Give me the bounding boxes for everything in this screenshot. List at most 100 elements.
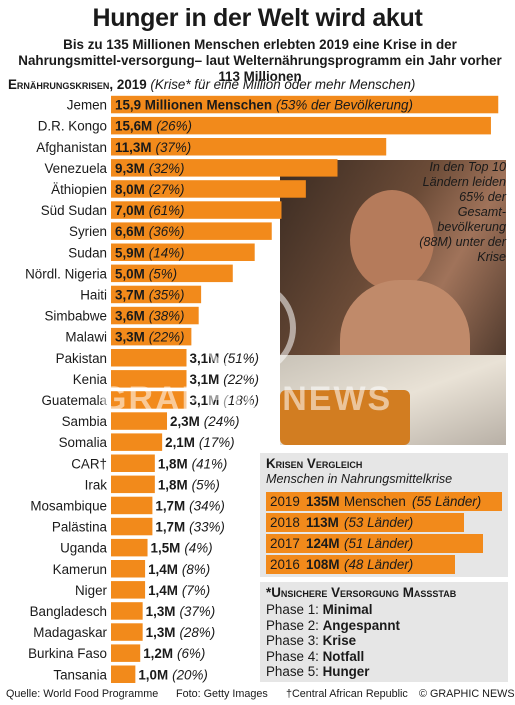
bar	[111, 222, 272, 240]
value-label: 1,5M (4%)	[151, 541, 213, 556]
bar	[111, 560, 146, 578]
category-label: Kamerun	[53, 562, 107, 577]
bar	[111, 412, 168, 430]
category-label: Sudan	[68, 245, 107, 260]
category-label: D.R. Kongo	[38, 119, 107, 134]
category-label: Äthiopien	[51, 182, 107, 197]
value-label: 1,8M (5%)	[158, 477, 220, 492]
bar	[111, 327, 192, 346]
scale-phase-row: Phase 5: Hunger	[266, 664, 369, 679]
bar	[111, 391, 187, 409]
bar-row: Venezuela 9,3M (32%)	[44, 159, 338, 177]
category-label: Madagaskar	[33, 625, 107, 640]
scale-phase-level: Notfall	[322, 648, 365, 664]
scale-phase-label: Phase 3:	[266, 633, 319, 648]
page-title: Hunger in der Welt wird akut	[92, 4, 423, 32]
photo-diaper	[280, 390, 410, 445]
crisis-comparison-panel: Krisen Vergleich Menschen in Nahrungsmit…	[260, 453, 508, 577]
bar	[111, 116, 491, 135]
bar-row: Malawi 3,3M (22%)	[65, 327, 192, 346]
scale-phase-level: Angespannt	[322, 617, 400, 633]
comparison-countries: (48 Länder)	[344, 557, 414, 572]
bar	[111, 433, 163, 451]
bar-row: Irak 1,8M (5%)	[85, 475, 220, 494]
comparison-unit: Menschen	[344, 494, 406, 509]
bar	[111, 623, 143, 641]
scale-phase-level: Minimal	[322, 602, 373, 617]
category-label: Burkina Faso	[28, 646, 107, 661]
category-label: Bangladesch	[30, 604, 107, 619]
watermark-logo-icon	[200, 280, 296, 376]
value-label: 1,7M (33%)	[155, 520, 225, 535]
bar-row: Nördl. Nigeria 5,0M (5%)	[25, 264, 233, 283]
category-label: Niger	[75, 583, 108, 598]
bar	[111, 138, 387, 156]
bar	[111, 602, 143, 620]
value-label: 3,6M (38%)	[115, 309, 185, 324]
comparison-year: 2019	[270, 494, 300, 509]
value-label: 1,2M (6%)	[143, 646, 205, 661]
section-heading-main: Ernährungskrisen, 2019	[8, 77, 147, 92]
comparison-row: 2019 135M Menschen (55 Länder)	[266, 492, 502, 511]
scale-phase-label: Phase 5:	[266, 664, 319, 679]
comparison-value: 108M	[306, 557, 340, 572]
comparison-subtitle: Menschen in Nahrungsmittelkrise	[266, 472, 453, 486]
comparison-value: 124M	[306, 536, 340, 551]
bar-row: Niger 1,4M (7%)	[75, 581, 210, 599]
scale-phase-label: Phase 2:	[266, 617, 319, 633]
bar-row: D.R. Kongo 15,6M (26%)	[38, 116, 491, 135]
category-label: Syrien	[69, 224, 107, 239]
bar-row: CAR† 1,8M (41%)	[71, 454, 227, 472]
bar	[111, 349, 187, 367]
value-label: 5,9M (14%)	[115, 245, 185, 260]
category-label: Tansania	[53, 667, 107, 682]
category-label: CAR†	[71, 456, 107, 471]
category-label: Guatemala	[41, 393, 107, 408]
category-label: Sambia	[62, 414, 108, 429]
bar-row: Burkina Faso 1,2M (6%)	[28, 644, 205, 662]
footer-source: Quelle: World Food Programme	[6, 688, 159, 700]
section-heading: Ernährungskrisen, 2019 (Krise* für eine …	[8, 77, 415, 92]
footer-photo-credit: Foto: Getty Images	[176, 688, 268, 700]
bar-row: Sudan 5,9M (14%)	[68, 243, 255, 261]
value-label: 3,3M (22%)	[115, 330, 185, 345]
comparison-title: Krisen Vergleich	[266, 456, 363, 471]
photo-caption: In den Top 10 Ländern leiden 65% der Ges…	[419, 160, 506, 264]
scale-phase-level: Hunger	[322, 664, 370, 679]
category-label: Kenia	[73, 372, 108, 387]
category-label: Nördl. Nigeria	[25, 266, 107, 281]
scale-title: *Unsichere Versorgung Massstab	[266, 585, 457, 600]
value-label: 11,3M (37%)	[115, 140, 191, 155]
bar-chart-svg: Jemen 15,9 Millionen Menschen (53% der Bev…	[25, 95, 499, 683]
value-label: 6,6M (36%)	[115, 224, 185, 239]
value-label: 1,3M (28%)	[146, 625, 216, 640]
photo-child-head	[350, 190, 434, 290]
category-label: Pakistan	[56, 351, 107, 366]
bar	[111, 370, 187, 388]
category-label: Mosambique	[30, 498, 107, 513]
watermark-text: GRAPHIC NEWS	[100, 380, 393, 418]
bar	[111, 454, 155, 472]
bar	[111, 644, 141, 662]
value-label: 1,4M (7%)	[148, 583, 210, 598]
bar-row: Palästina 1,7M (33%)	[52, 517, 225, 536]
bar-row: Sambia 2,3M (24%)	[62, 412, 240, 430]
bar-row: Haiti 3,7M (35%)	[80, 285, 202, 304]
bar-row: Somalia 2,1M (17%)	[59, 433, 235, 451]
category-label: Haiti	[80, 287, 107, 302]
comparison-year: 2017	[270, 536, 300, 551]
bar-row: Kamerun 1,4M (8%)	[53, 560, 210, 578]
comparison-row: 2016 108M (48 Länder)	[266, 555, 455, 574]
value-label: 1,4M (8%)	[148, 562, 210, 577]
category-label: Simbabwe	[44, 309, 107, 324]
bar	[111, 538, 148, 557]
scale-phase-row: Phase 2: Angespannt	[266, 618, 400, 633]
category-label: Jemen	[67, 98, 107, 113]
bar	[111, 201, 282, 219]
category-label: Venezuela	[44, 161, 107, 176]
category-label: Irak	[85, 477, 108, 492]
bar	[111, 285, 202, 304]
value-label: 1,0M (20%)	[138, 667, 208, 682]
comparison-countries: (51 Länder)	[344, 536, 414, 551]
comparison-row: 2018 113M (53 Länder)	[266, 513, 464, 532]
